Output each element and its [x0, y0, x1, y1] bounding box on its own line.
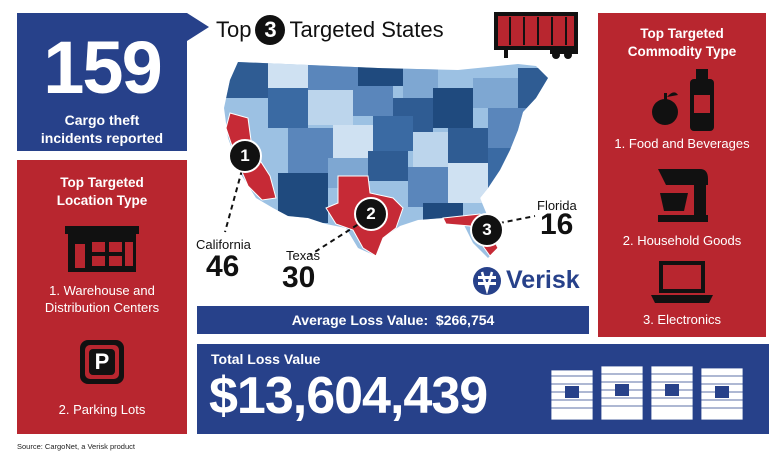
location-type-panel: Top Targeted Location Type 1. Warehouse … [17, 160, 187, 434]
map-title-number: 3 [255, 15, 286, 45]
map-leader-lines [224, 169, 536, 256]
source-note: Source: CargoNet, a Verisk product [17, 442, 135, 451]
total-loss-value: $13,604,439 [209, 367, 488, 425]
average-loss-value: $266,754 [435, 312, 495, 328]
total-loss-panel: Total Loss Value $13,604,439 [197, 344, 769, 434]
warehouse-icon [65, 226, 139, 272]
map-title-suffix: Targeted States [289, 17, 444, 42]
location-item-2: 2. Parking Lots [58, 402, 146, 417]
state-value-texas: 30 [282, 261, 316, 294]
verisk-logo: Verisk [472, 264, 590, 298]
laptop-icon [651, 261, 713, 303]
commodity-title: Top Targeted Commodity Type [627, 26, 737, 59]
food-beverage-icon [652, 69, 714, 131]
truck-trailer-icon [494, 12, 578, 59]
average-loss-bar: Average Loss Value: $266,754 [197, 306, 589, 334]
parking-glyph: P [89, 349, 115, 375]
location-title: Top Targeted Location Type [56, 175, 148, 208]
total-loss-label: Total Loss Value [211, 351, 321, 367]
location-item-1: 1. Warehouse and Distribution Centers [44, 283, 160, 315]
commodity-item-2: 2. Household Goods [622, 233, 742, 248]
cash-stacks-icon [550, 365, 744, 421]
parking-icon: P [80, 340, 124, 384]
state-value-california: 46 [206, 250, 240, 283]
rank-pin-3: 3 [470, 213, 504, 247]
stand-mixer-icon [658, 169, 708, 222]
incident-caption: Cargo theft incidents reported [40, 112, 164, 146]
incident-count: 159 [43, 26, 162, 109]
commodity-item-1: 1. Food and Beverages [614, 136, 750, 151]
rank-pin-1: 1 [228, 139, 262, 173]
state-name-texas: Texas [286, 248, 320, 263]
us-map [224, 62, 548, 258]
verisk-logo-icon [473, 267, 501, 295]
state-name-california: California [196, 237, 251, 252]
commodity-type-panel: Top Targeted Commodity Type 1. Food and … [598, 13, 766, 337]
rank-pin-2: 2 [354, 197, 388, 231]
incident-count-panel: 159 Cargo theft incidents reported [17, 13, 187, 151]
pointer-arrow-icon [187, 13, 209, 41]
commodity-item-3: 3. Electronics [642, 312, 722, 327]
map-title: Top 3 Targeted States [216, 15, 444, 45]
average-loss-label: Average Loss Value: [291, 312, 429, 328]
state-name-florida: Florida [537, 198, 577, 213]
map-title-prefix: Top [216, 17, 252, 42]
state-value-florida: 16 [540, 208, 574, 241]
verisk-logo-text: Verisk [506, 266, 580, 294]
